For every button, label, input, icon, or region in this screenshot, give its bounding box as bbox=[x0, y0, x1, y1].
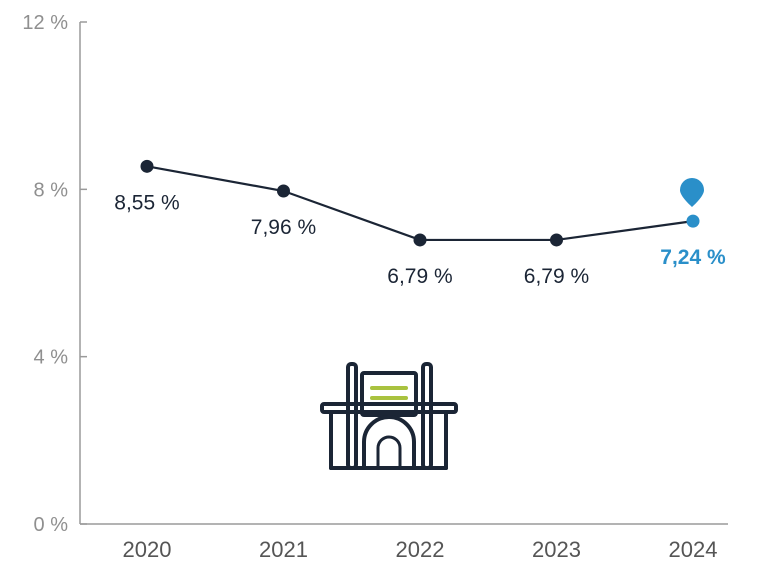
x-tick-label: 2020 bbox=[123, 537, 172, 562]
chart-axes bbox=[79, 22, 728, 525]
data-label: 7,96 % bbox=[251, 216, 316, 239]
x-axis-ticks: 2020 2021 2022 2023 2024 bbox=[123, 537, 718, 562]
data-point-highlight bbox=[686, 214, 700, 228]
x-tick-label: 2023 bbox=[532, 537, 581, 562]
x-tick-label: 2024 bbox=[669, 537, 718, 562]
map-pin-icon bbox=[680, 178, 704, 207]
y-tick-label: 8 % bbox=[34, 179, 69, 201]
series-line bbox=[146, 165, 694, 242]
data-point bbox=[277, 184, 290, 198]
data-label: 8,55 % bbox=[114, 191, 179, 214]
y-axis-ticks: 0 % 4 % 8 % 12 % bbox=[22, 12, 87, 536]
data-label: 7,24 % bbox=[660, 246, 726, 269]
y-tick-label: 12 % bbox=[22, 12, 68, 34]
y-tick-label: 0 % bbox=[34, 514, 69, 536]
building-icon bbox=[320, 362, 458, 470]
x-tick-label: 2021 bbox=[259, 537, 308, 562]
data-label: 6,79 % bbox=[387, 265, 452, 288]
data-labels: 8,55 % 7,96 % 6,79 % 6,79 % 7,24 % bbox=[114, 191, 726, 288]
data-label: 6,79 % bbox=[524, 265, 589, 288]
data-point bbox=[550, 233, 563, 247]
data-point bbox=[413, 233, 427, 247]
series-line-group bbox=[140, 159, 700, 247]
y-tick-label: 4 % bbox=[34, 347, 69, 369]
data-point bbox=[140, 159, 154, 173]
x-tick-label: 2022 bbox=[396, 537, 445, 562]
